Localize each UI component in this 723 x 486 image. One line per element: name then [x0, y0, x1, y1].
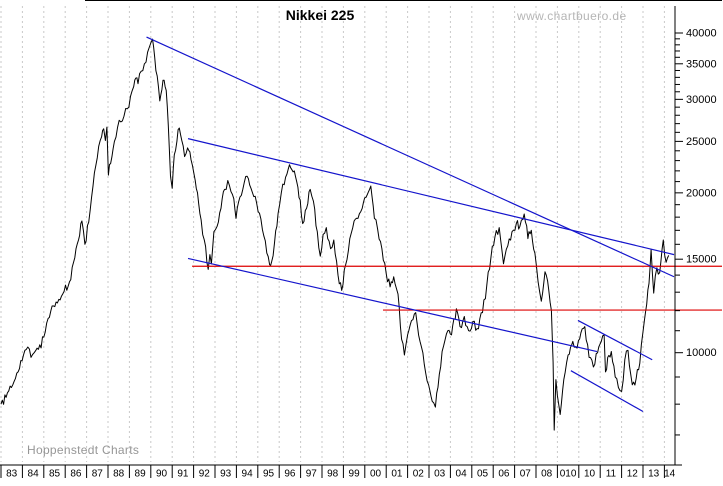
x-tick-label: 91: [177, 469, 189, 480]
x-tick-label: 94: [242, 469, 254, 480]
x-tick-label: 13: [648, 469, 660, 480]
x-tick-label: 010: [560, 469, 577, 480]
x-tick-label: 98: [327, 469, 339, 480]
x-tick-label: 86: [70, 469, 82, 480]
x-tick-label: 07: [520, 469, 532, 480]
x-tick-label: 88: [113, 469, 125, 480]
x-tick-label: 01: [391, 469, 403, 480]
x-tick-label: 11: [606, 469, 617, 480]
trendline-downtrend-from-1990-peak: [146, 36, 675, 278]
y-tick-label: 15000: [686, 254, 717, 266]
trendline-downtrend-from-1991-high: [187, 138, 675, 256]
trendline-channel-lower-2010-2013: [570, 370, 644, 412]
y-tick-label: 35000: [686, 58, 717, 70]
y-tick-label: 25000: [686, 136, 717, 148]
x-tick-label: 95: [263, 469, 275, 480]
y-tick-label: 30000: [686, 94, 717, 106]
x-tick-label: 85: [49, 469, 61, 480]
y-tick-label: 10000: [686, 347, 717, 359]
trendline-downtrend-along-lows: [187, 257, 598, 353]
x-tick-label: 06: [498, 469, 510, 480]
x-tick-label: 96: [284, 469, 296, 480]
x-tick-label: 04: [456, 469, 468, 480]
x-tick-label: 02: [413, 469, 425, 480]
x-tick-label: 93: [220, 469, 232, 480]
y-tick-label: 40000: [686, 28, 717, 40]
trendline-channel-upper-2010-2013: [577, 319, 653, 361]
x-tick-label: 90: [156, 469, 168, 480]
x-tick-label: 08: [541, 469, 553, 480]
x-tick-label: 10: [584, 469, 596, 480]
x-tick-label: 99: [349, 469, 361, 480]
price-series: [0, 38, 670, 431]
x-tick-label: 89: [135, 469, 147, 480]
x-tick-label: 84: [28, 469, 40, 480]
x-tick-label: 00: [370, 469, 382, 480]
x-tick-label: 92: [199, 469, 211, 480]
x-tick-label: 87: [92, 469, 104, 480]
credit-text: Hoppenstedt Charts: [27, 443, 140, 457]
x-tick-label: 83: [6, 469, 18, 480]
x-tick-label: 12: [627, 469, 639, 480]
x-tick-label: 03: [434, 469, 446, 480]
x-tick-label: 97: [306, 469, 318, 480]
chart-title: Nikkei 225: [285, 7, 355, 23]
watermark-text: www.chartbuero.de: [517, 9, 627, 23]
x-tick-label: 05: [477, 469, 489, 480]
y-tick-label: 20000: [686, 187, 717, 199]
x-tick-label: 14: [664, 469, 676, 480]
